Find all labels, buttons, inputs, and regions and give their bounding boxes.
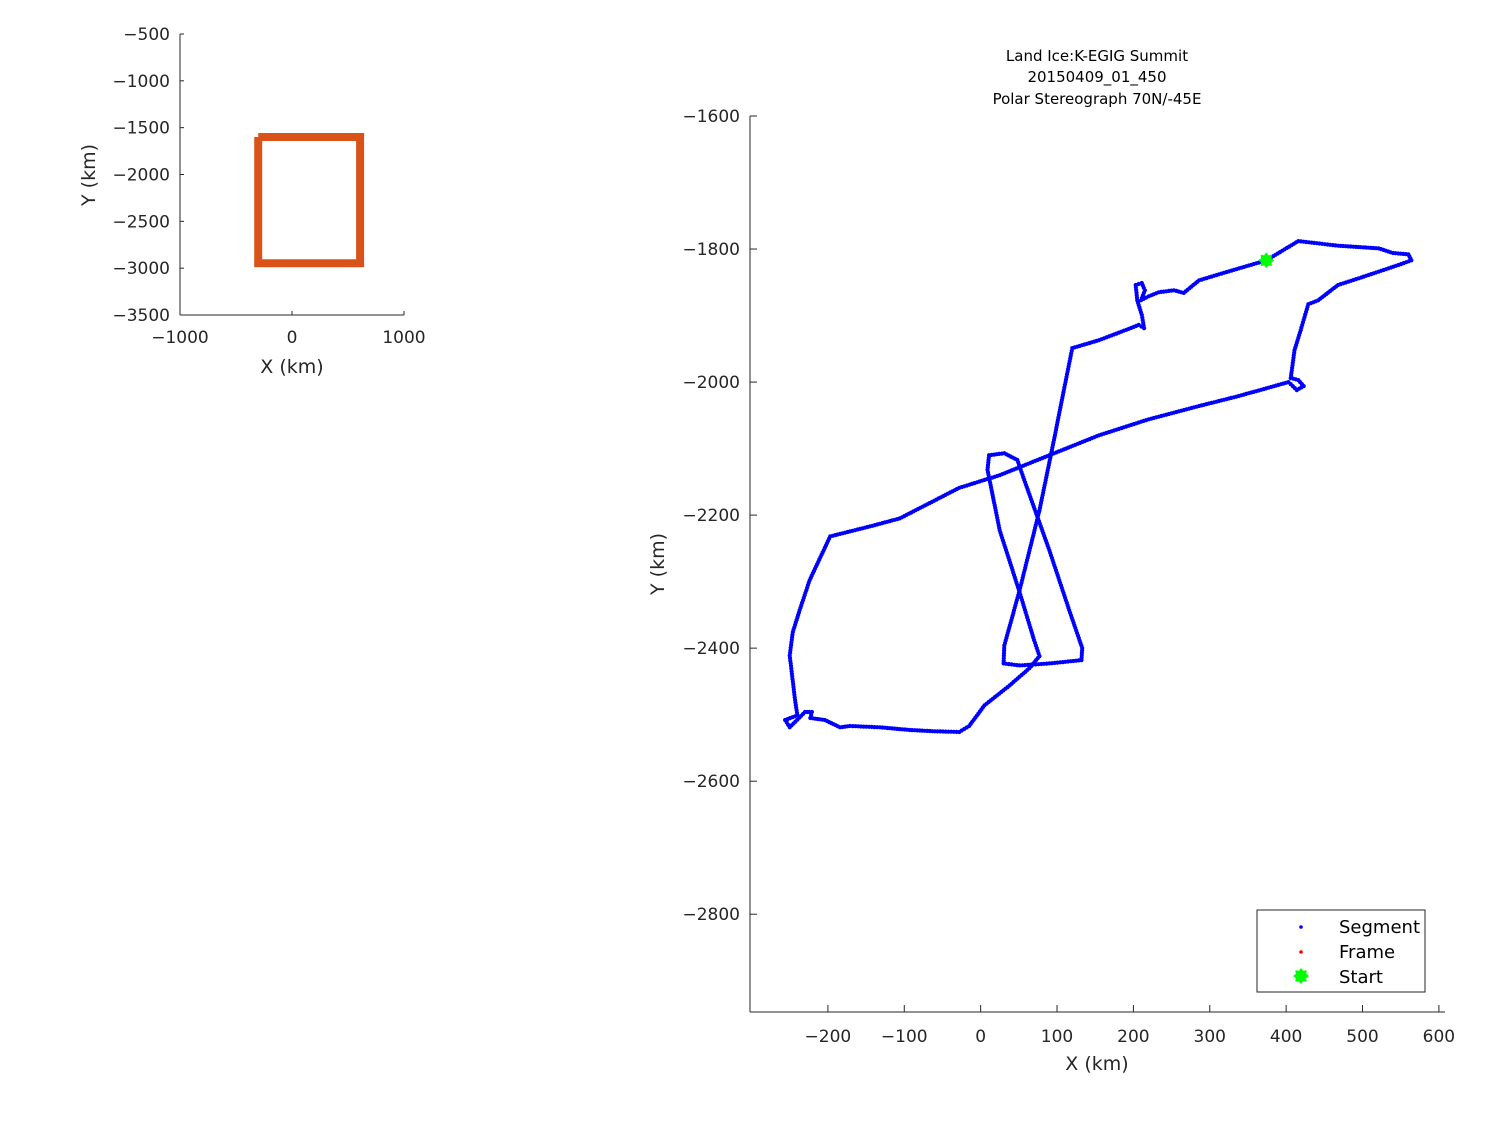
main-x-tick-label: 600 <box>1423 1027 1455 1047</box>
legend-start-marker <box>1293 968 1309 984</box>
legend: Segment Frame Start <box>1256 909 1426 993</box>
inset-y-tick-label: −2000 <box>112 166 170 186</box>
inset-y-tick-label: −3000 <box>112 259 170 279</box>
inset-y-tick-label: −1000 <box>112 72 170 92</box>
main-x-tick-label: 100 <box>1041 1027 1073 1047</box>
legend-start-label: Start <box>1339 967 1383 988</box>
inset-y-tick-label: −3500 <box>112 306 170 326</box>
overview-axes: −1000 0 1000 −500 −1000 −1500 −2000 −2500 −3000 −… <box>78 25 426 378</box>
inset-y-tick-label: −1500 <box>112 119 170 139</box>
start-marker <box>1258 252 1275 269</box>
main-y-tick-label: −1800 <box>682 240 740 260</box>
legend-box <box>1256 909 1426 993</box>
main-y-label: Y (km) <box>647 533 669 596</box>
main-x-tick-label: −100 <box>881 1027 928 1047</box>
legend-frame-marker <box>1299 950 1303 954</box>
main-y-tick-label: −2600 <box>682 772 740 792</box>
main-y-tick-label: −2400 <box>682 639 740 659</box>
inset-y-label: Y (km) <box>78 144 100 207</box>
legend-frame-label: Frame <box>1339 942 1395 963</box>
inset-x-tick-label: 0 <box>287 328 298 348</box>
title-line-3: Polar Stereograph 70N/-45E <box>993 90 1202 108</box>
title-line-2: 20150409_01_450 <box>1027 68 1166 87</box>
main-y-tick-label: −1600 <box>682 107 740 127</box>
main-x-tick-label: 300 <box>1194 1027 1226 1047</box>
inset-x-label: X (km) <box>260 356 323 378</box>
main-x-tick-label: −200 <box>805 1027 852 1047</box>
title-line-1: Land Ice:K-EGIG Summit <box>1006 47 1188 65</box>
main-x-tick-label: 400 <box>1270 1027 1302 1047</box>
main-axes: Land Ice:K-EGIG Summit 20150409_01_450 P… <box>647 47 1455 1075</box>
main-y-tick-label: −2000 <box>682 373 740 393</box>
inset-x-tick-label: 1000 <box>382 328 425 348</box>
flight-extent-rectangle <box>254 133 365 268</box>
inset-y-tick-label: −500 <box>123 25 170 45</box>
main-x-label: X (km) <box>1065 1053 1128 1075</box>
legend-segment-label: Segment <box>1339 917 1420 938</box>
main-y-tick-label: −2800 <box>682 905 740 925</box>
inset-y-tick-label: −2500 <box>112 212 170 232</box>
main-x-tick-label: 500 <box>1346 1027 1378 1047</box>
main-y-tick-label: −2200 <box>682 506 740 526</box>
inset-x-tick-label: −1000 <box>151 328 209 348</box>
legend-segment-marker <box>1299 925 1303 929</box>
main-x-tick-label: 200 <box>1117 1027 1149 1047</box>
main-x-tick-label: 0 <box>975 1027 986 1047</box>
